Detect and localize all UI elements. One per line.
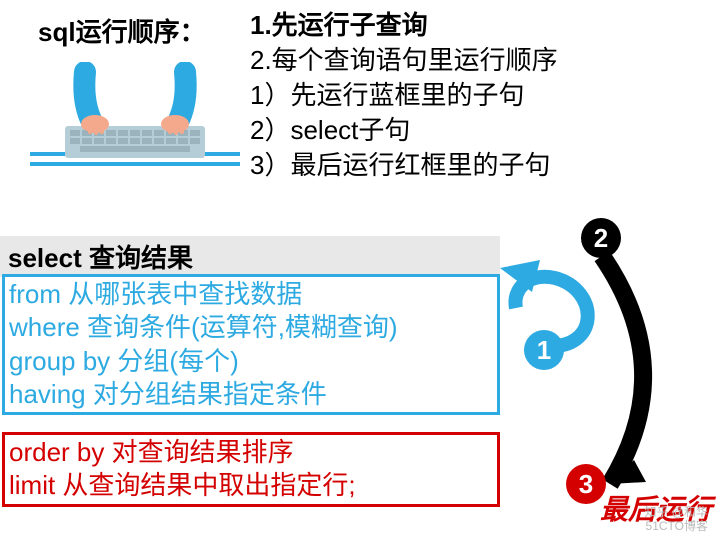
red-line: limit 从查询结果中取出指定行;	[9, 469, 493, 502]
blue-line: group by 分组(每个)	[9, 345, 493, 378]
red-box: order by 对查询结果排序 limit 从查询结果中取出指定行;	[2, 432, 500, 507]
blue-line: having 对分组结果指定条件	[9, 378, 493, 411]
typing-keyboard-icon	[30, 62, 240, 182]
step-item: 3）最后运行红框里的子句	[250, 148, 558, 183]
blue-box: from 从哪张表中查找数据 where 查询条件(运算符,模糊查询) grou…	[2, 274, 500, 415]
blue-line: where 查询条件(运算符,模糊查询)	[9, 311, 493, 344]
step-item: 1.先运行子查询	[250, 8, 558, 43]
step-item: 2.每个查询语句里运行顺序	[250, 43, 558, 78]
select-header-bar: select 查询结果	[0, 236, 500, 277]
badge-1: 1	[524, 330, 564, 370]
badge-2: 2	[581, 218, 621, 258]
watermark-text: 51CTO博客	[646, 517, 708, 534]
step-item: 2）select子句	[250, 113, 558, 148]
step-item: 1）先运行蓝框里的子句	[250, 78, 558, 113]
blue-line: from 从哪张表中查找数据	[9, 278, 493, 311]
right-steps-list: 1.先运行子查询 2.每个查询语句里运行顺序 1）先运行蓝框里的子句 2）sel…	[250, 0, 558, 183]
red-line: order by 对查询结果排序	[9, 436, 493, 469]
